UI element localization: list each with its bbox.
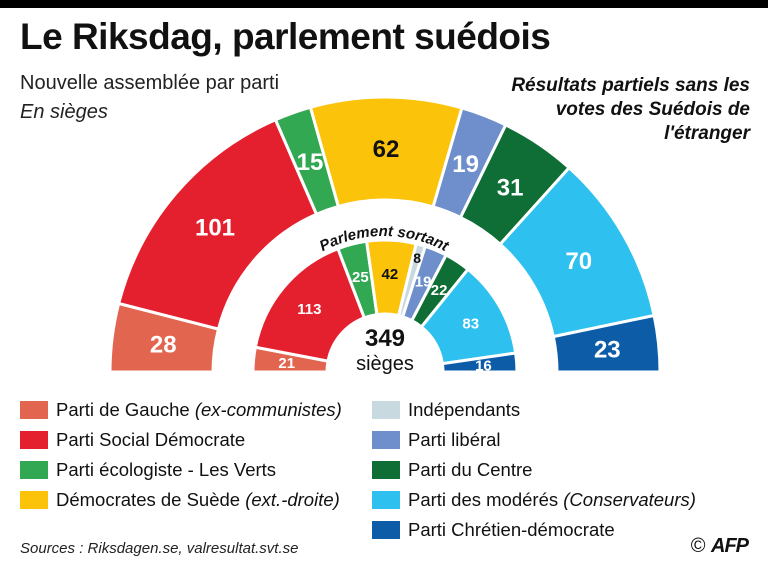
inner-label-democrates-de-suede: 42 (382, 266, 399, 283)
inner-slice-parti-chretien-democrate (440, 351, 519, 374)
legend-note: (ext.-droite) (245, 489, 340, 510)
inner-label-parti-chretien-democrate: 16 (475, 357, 492, 374)
chart-note: Résultats partiels sans les votes des Su… (511, 75, 750, 144)
legend-swatch (372, 491, 400, 509)
outer-label-parti-chretien-democrate: 23 (594, 337, 621, 364)
legend-label: Indépendants (408, 399, 521, 420)
afp-logo: AFP (711, 535, 749, 557)
outer-label-parti-social-democrate: 101 (195, 215, 235, 242)
legend-label: Parti libéral (408, 429, 501, 450)
legend-swatch (20, 461, 48, 479)
legend-note: (Conservateurs) (563, 489, 696, 510)
inner-label-parti-du-centre: 22 (431, 282, 448, 299)
outer-label-parti-ecologiste-les-verts: 15 (297, 149, 324, 176)
inner-label-parti-social-democrate: 113 (297, 301, 321, 318)
legend-swatch (20, 431, 48, 449)
legend-label: Démocrates de Suède (ext.-droite) (56, 489, 340, 510)
outer-label-democrates-de-suede: 62 (373, 136, 400, 163)
sources: Sources : Riksdagen.se, valresultat.svt.… (20, 540, 299, 557)
legend-label: Parti Social Démocrate (56, 429, 246, 450)
inner-label-parti-liberal: 19 (415, 273, 432, 290)
inner-label-parti-des-moderes: 83 (462, 316, 479, 333)
inner-label-parti-de-gauche: 21 (278, 355, 295, 372)
outer-label-parti-des-moderes: 70 (565, 248, 592, 275)
legend-swatch (372, 401, 400, 419)
chart-unit: En sièges (20, 101, 108, 123)
outer-label-parti-de-gauche: 28 (150, 332, 177, 359)
legend-swatch (20, 491, 48, 509)
legend-swatch (372, 461, 400, 479)
afp-credit: © AFP (690, 535, 749, 558)
chart-title: Le Riksdag, parlement suédois (20, 16, 551, 57)
legend-note: (ex-communistes) (194, 399, 342, 420)
copyright-symbol: © (690, 535, 706, 557)
inner-slice-parti-social-democrate (253, 246, 367, 363)
outer-label-parti-du-centre: 31 (497, 174, 524, 201)
legend-label: Parti de Gauche (ex-communistes) (56, 399, 342, 420)
legend-label: Parti du Centre (408, 459, 533, 480)
legend-label: Parti écologiste - Les Verts (56, 459, 277, 480)
chart-subtitle: Nouvelle assemblée par parti (20, 72, 280, 94)
legend-swatch (372, 431, 400, 449)
legend-label: Parti Chrétien-démocrate (408, 519, 615, 540)
legend-swatch (20, 401, 48, 419)
legend-swatch (372, 521, 400, 539)
outer-slice-parti-chretien-democrate (551, 313, 662, 374)
center-total: 349 (365, 325, 405, 352)
inner-label-independants: 8 (413, 250, 421, 266)
inner-ring (251, 238, 519, 374)
legend-label: Parti des modérés (Conservateurs) (408, 489, 696, 510)
outer-ring (108, 95, 662, 374)
center-label: sièges (356, 353, 414, 375)
outer-label-parti-liberal: 19 (452, 151, 479, 178)
top-bar (0, 0, 768, 8)
inner-label-parti-ecologiste-les-verts: 25 (352, 269, 369, 286)
